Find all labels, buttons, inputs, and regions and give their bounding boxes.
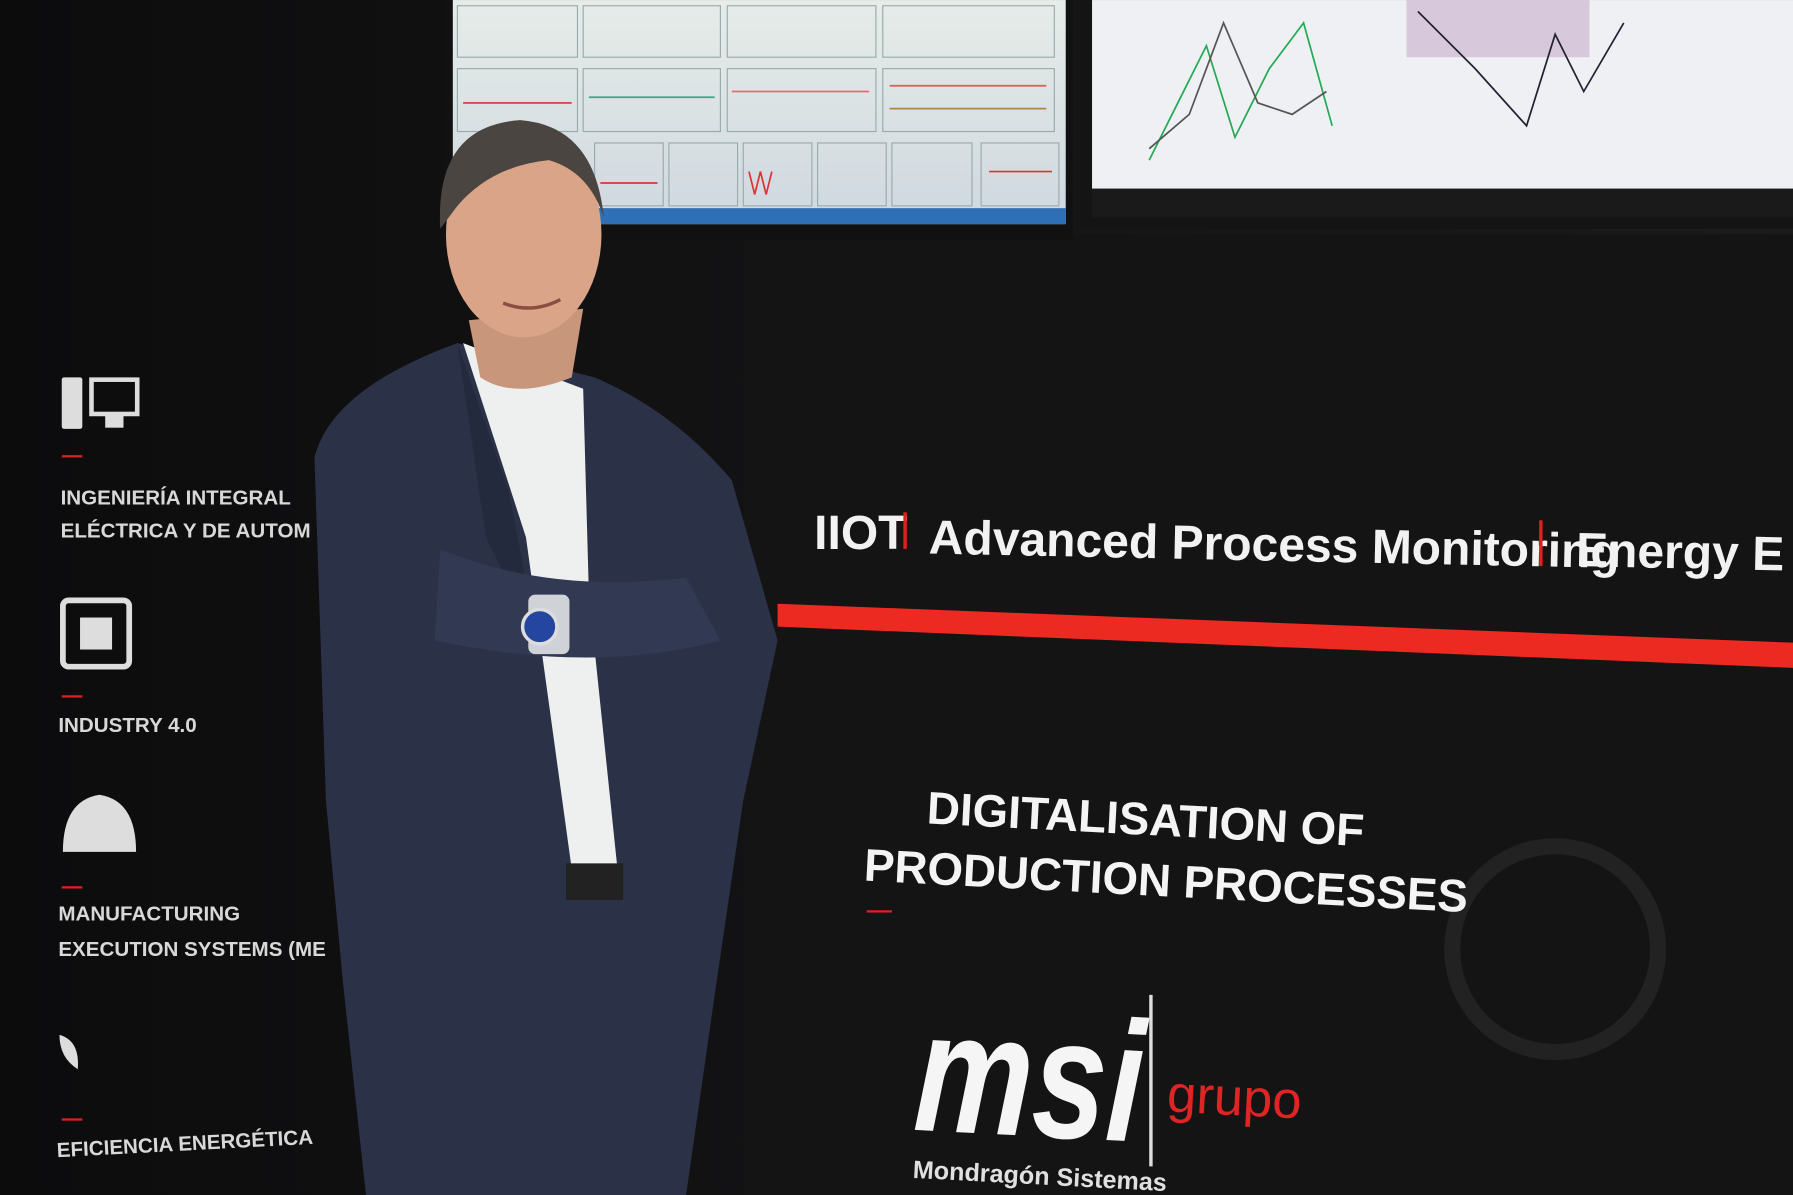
service-label: ELÉCTRICA Y DE AUTOM: [61, 519, 311, 542]
banner-item: Energy E: [1576, 524, 1785, 581]
service-label: INDUSTRY 4.0: [58, 714, 196, 737]
wall-decoration: [1444, 838, 1667, 1061]
service-label: INGENIERÍA INTEGRAL: [61, 486, 291, 509]
monitor: [1080, 0, 1793, 229]
logo: msi grupo Mondragón Sistemas: [911, 976, 1304, 1195]
icon: [59, 377, 140, 1070]
service-label: MANUFACTURING: [58, 903, 240, 926]
banner: IIOT Advanced Process Monitoring Energy …: [777, 507, 1793, 668]
logo-mark: msi: [911, 976, 1152, 1179]
sidebar: INGENIERÍA INTEGRAL ELÉCTRICA Y DE AUTOM…: [56, 377, 326, 1162]
person: [314, 120, 778, 1195]
red-stripe: [777, 603, 1793, 668]
wall-panel: [743, 234, 1793, 1195]
banner-item: IIOT: [814, 507, 907, 560]
logo-group: grupo: [1166, 1065, 1303, 1131]
service-label: EXECUTION SYSTEMS (ME: [58, 938, 326, 961]
